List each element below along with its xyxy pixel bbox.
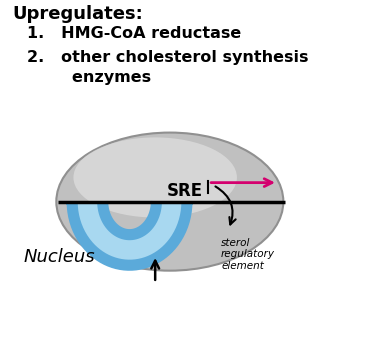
Ellipse shape [73, 137, 237, 218]
Text: enzymes: enzymes [27, 70, 151, 85]
Text: Upregulates:: Upregulates: [12, 5, 143, 23]
Ellipse shape [56, 133, 284, 271]
Text: Nucleus: Nucleus [23, 248, 95, 266]
Text: SRE: SRE [166, 182, 203, 200]
Text: 1.   HMG-CoA reductase: 1. HMG-CoA reductase [27, 25, 241, 41]
Text: 2.   other cholesterol synthesis: 2. other cholesterol synthesis [27, 50, 308, 65]
Text: sterol
regulatory
element: sterol regulatory element [221, 238, 275, 271]
